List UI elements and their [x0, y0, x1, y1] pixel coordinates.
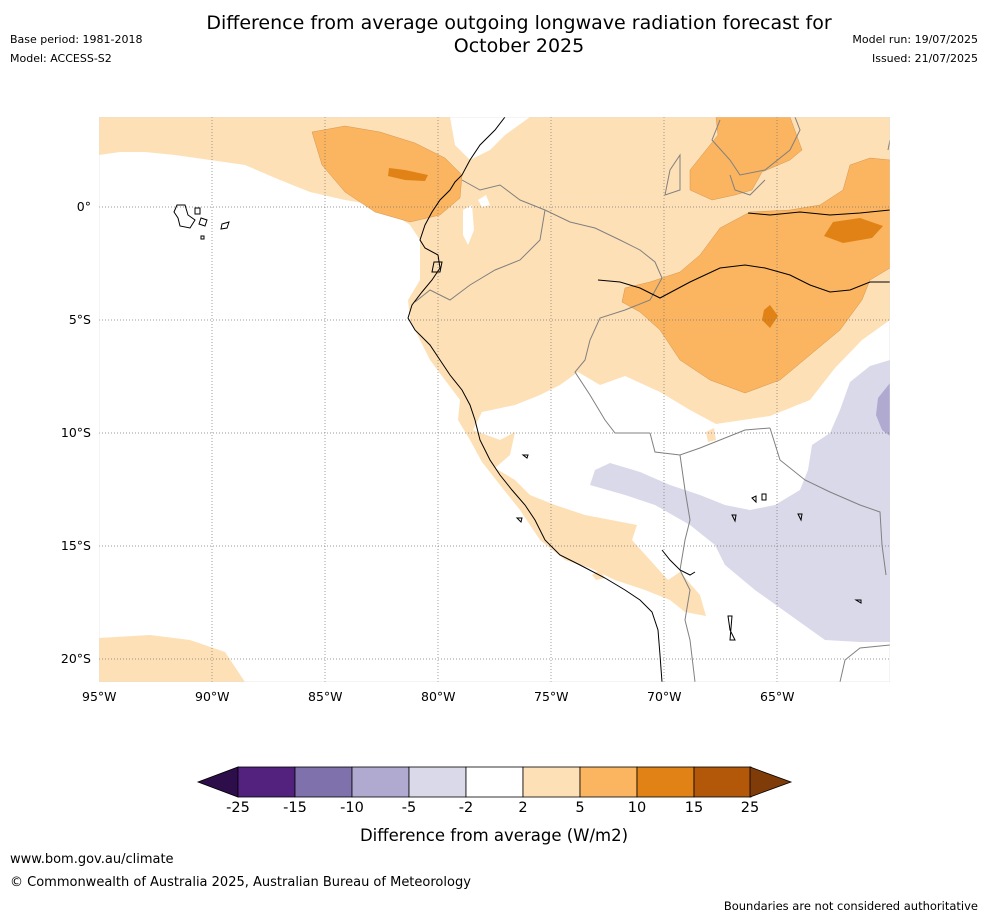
footer-url: www.bom.gov.au/climate	[10, 852, 174, 867]
colorbar-bins	[237, 766, 752, 798]
colorbar-tick: -25	[226, 800, 250, 816]
white-gap-small	[463, 205, 474, 245]
anomaly-region-minus10-to-minus5	[876, 383, 890, 436]
anomaly-region-5-to-10-east	[621, 157, 890, 394]
colorbar-bin	[294, 766, 353, 798]
anomaly-region-5-to-10-north	[689, 117, 803, 201]
colorbar-tick: -2	[458, 800, 474, 816]
lon-tick-75w: 75°W	[534, 689, 569, 704]
title-line-2: October 2025	[453, 35, 585, 57]
lat-tick-10s: 10°S	[60, 425, 91, 440]
colorbar-bin	[237, 766, 296, 798]
colorbar-bin	[465, 766, 524, 798]
lat-tick-0: 0°	[76, 199, 91, 214]
lon-tick-85w: 85°W	[308, 689, 343, 704]
footer-copyright: © Commonwealth of Australia 2025, Austra…	[10, 875, 471, 890]
anomaly-region-2-to-5	[99, 117, 890, 616]
white-gap-small-2	[478, 195, 490, 207]
colorbar-tick: 10	[627, 800, 647, 816]
anomaly-region-10-to-15-mid	[762, 305, 778, 328]
coastline	[407, 117, 890, 682]
colorbar-bin	[522, 766, 581, 798]
colorbar-tick: 2	[518, 800, 528, 816]
meta-left: Base period: 1981-2018 Model: ACCESS-S2	[10, 30, 142, 68]
lon-tick-80w: 80°W	[421, 689, 456, 704]
lon-tick-95w: 95°W	[82, 689, 117, 704]
lon-tick-90w: 90°W	[195, 689, 230, 704]
anomaly-region-minus5-to-minus2	[590, 360, 890, 642]
colorbar-bin	[693, 766, 752, 798]
colorbar-extend-high	[749, 766, 793, 798]
country-borders	[414, 117, 890, 682]
colorbar-bin	[351, 766, 410, 798]
colorbar-tick: -5	[401, 800, 417, 816]
anomaly-region-10-to-15-east	[824, 218, 883, 243]
colorbar-tick: 25	[740, 800, 760, 816]
anomaly-region-sw	[99, 635, 245, 682]
colorbar-label: Difference from average (W/m2)	[359, 826, 629, 845]
lat-tick-20s: 20°S	[60, 651, 91, 666]
colorbar-tick: -10	[340, 800, 364, 816]
colorbar-tick: -15	[283, 800, 307, 816]
lon-tick-70w: 70°W	[647, 689, 682, 704]
lat-tick-15s: 15°S	[60, 538, 91, 553]
anomaly-region-5-to-10-west	[311, 125, 463, 223]
title-line-1: Difference from average outgoing longwav…	[206, 12, 832, 34]
footer-note: Boundaries are not considered authoritat…	[723, 899, 978, 913]
model-text: Model: ACCESS-S2	[10, 52, 112, 65]
map-panel	[99, 117, 890, 682]
colorbar-tick: 15	[684, 800, 704, 816]
colorbar-bin	[408, 766, 467, 798]
gridlines	[99, 117, 890, 682]
colorbar-bin	[636, 766, 695, 798]
colorbar	[196, 766, 793, 798]
model-run-text: Model run: 19/07/2025	[852, 33, 978, 46]
colorbar-bin	[579, 766, 638, 798]
anomaly-patch-1	[706, 428, 716, 442]
lon-tick-65w: 65°W	[760, 689, 795, 704]
white-gap-north	[450, 117, 530, 160]
base-period-text: Base period: 1981-2018	[10, 33, 143, 46]
meta-right: Model run: 19/07/2025 Issued: 21/07/2025	[852, 30, 978, 68]
page-title: Difference from average outgoing longwav…	[0, 12, 988, 58]
anomaly-region-10-to-15-west	[388, 168, 428, 181]
colorbar-tick: 5	[575, 800, 585, 816]
islands	[173, 204, 862, 641]
lat-tick-5s: 5°S	[68, 312, 91, 327]
colorbar-extend-low	[196, 766, 239, 798]
issued-text: Issued: 21/07/2025	[871, 52, 978, 65]
